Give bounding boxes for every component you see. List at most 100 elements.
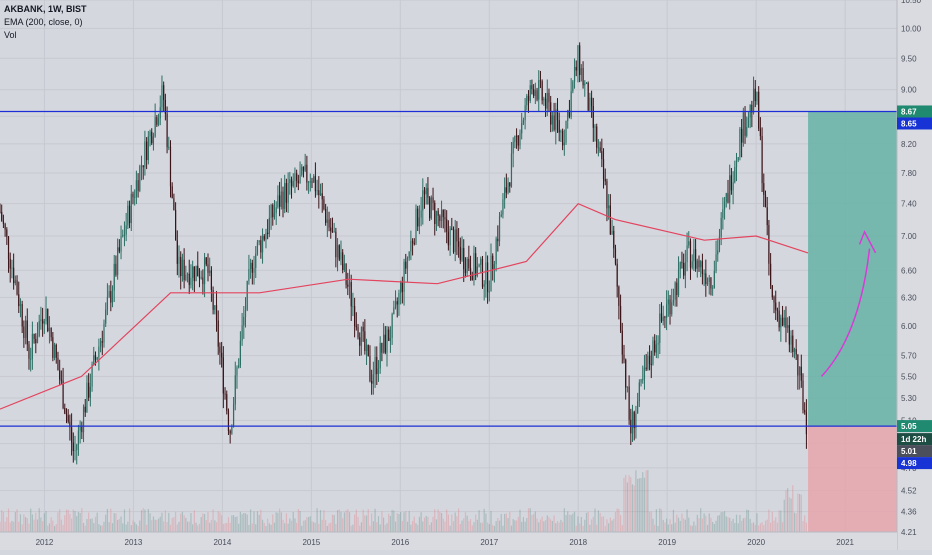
volume-bar — [793, 512, 796, 532]
candle-body — [410, 240, 412, 252]
candle-body — [490, 255, 492, 292]
volume-bar — [567, 511, 569, 532]
volume-bar — [410, 524, 412, 532]
volume-bar — [352, 524, 354, 532]
candle-body — [398, 293, 400, 305]
volume-bar — [55, 524, 57, 532]
volume-bar — [355, 509, 357, 532]
candle-body — [180, 256, 182, 277]
candle-body — [110, 291, 112, 303]
volume-bar — [183, 515, 185, 532]
volume-bar — [149, 513, 151, 532]
volume-bar — [128, 508, 131, 532]
candle-body — [67, 415, 69, 422]
volume-bar — [556, 521, 559, 532]
volume-bar — [459, 524, 461, 532]
candle-body — [171, 186, 173, 199]
price-tick-label: 6.60 — [901, 266, 917, 275]
volume-bar — [163, 521, 165, 532]
volume-bar — [655, 509, 657, 532]
volume-bar — [734, 523, 736, 532]
candle-body — [128, 205, 131, 224]
candle-body — [400, 282, 402, 294]
candle-body — [101, 341, 103, 343]
candle-body — [451, 228, 453, 230]
volume-bar — [176, 524, 178, 532]
candle-body — [580, 68, 582, 75]
volume-bar — [152, 516, 155, 532]
candle-body — [746, 126, 748, 136]
candle-body — [805, 412, 808, 435]
volume-bar — [478, 510, 480, 532]
candle-body — [297, 180, 299, 184]
volume-bar — [461, 520, 463, 532]
ema-indicator-label[interactable]: EMA (200, close, 0) — [4, 17, 83, 27]
candle-body — [758, 91, 760, 129]
volume-bar — [464, 512, 467, 532]
volume-bar — [108, 522, 110, 532]
candle-body — [507, 182, 509, 193]
volume-bar — [488, 524, 490, 532]
candle-body — [391, 314, 393, 338]
time-tick-label: 2018 — [569, 538, 587, 547]
volume-bar — [720, 512, 722, 532]
candle-body — [149, 131, 151, 137]
volume-bar — [372, 521, 374, 532]
volume-bar — [805, 522, 808, 532]
candle-body — [797, 354, 799, 376]
volume-bar — [752, 522, 755, 532]
candle-body — [96, 357, 98, 360]
candle-body — [111, 290, 114, 303]
candle-body — [434, 202, 436, 224]
volume-bar — [338, 509, 340, 532]
candle-body — [452, 229, 455, 253]
volume-bar — [156, 520, 158, 532]
volume-bar — [304, 520, 306, 532]
candle-body — [637, 401, 639, 414]
volume-bar — [231, 515, 233, 532]
volume-bar — [96, 512, 98, 532]
candle-body — [512, 142, 514, 154]
candle-body — [464, 269, 467, 274]
volume-bar — [376, 522, 378, 532]
candle-body — [244, 309, 247, 317]
volume-bar — [241, 514, 243, 532]
volume-bar — [440, 513, 443, 532]
candle-body — [427, 188, 429, 198]
volume-bar — [76, 516, 78, 532]
candle-body — [804, 409, 806, 413]
candle-body — [672, 299, 675, 303]
volume-bar — [18, 521, 20, 532]
candle-body — [69, 421, 71, 428]
volume-bar — [137, 525, 139, 532]
volume-bar — [229, 522, 231, 532]
volume-bar — [781, 522, 784, 532]
candle-body — [79, 426, 81, 431]
candle-body — [256, 242, 259, 254]
arrow-head-icon — [858, 230, 877, 254]
volume-bar — [192, 524, 194, 532]
candle-body — [342, 252, 344, 270]
volume-bar — [166, 521, 168, 532]
time-tick-label: 2013 — [125, 538, 143, 547]
candle-body — [336, 245, 339, 258]
candle-body — [633, 411, 635, 429]
volume-bar — [684, 519, 686, 532]
volume-indicator-label[interactable]: Vol — [4, 30, 17, 40]
candle-body — [422, 190, 424, 211]
candle-body — [493, 264, 496, 270]
volume-bar — [197, 525, 199, 532]
candle-body — [432, 197, 434, 203]
candle-body — [440, 209, 443, 221]
candle-body — [113, 263, 115, 291]
volume-bar — [0, 521, 1, 532]
candle-body — [676, 282, 678, 295]
candle-body — [565, 120, 567, 143]
candle-body — [374, 357, 376, 375]
candle-body — [52, 337, 54, 358]
candle-body — [579, 45, 581, 75]
volume-bar — [666, 518, 668, 532]
volume-bar — [94, 516, 97, 532]
